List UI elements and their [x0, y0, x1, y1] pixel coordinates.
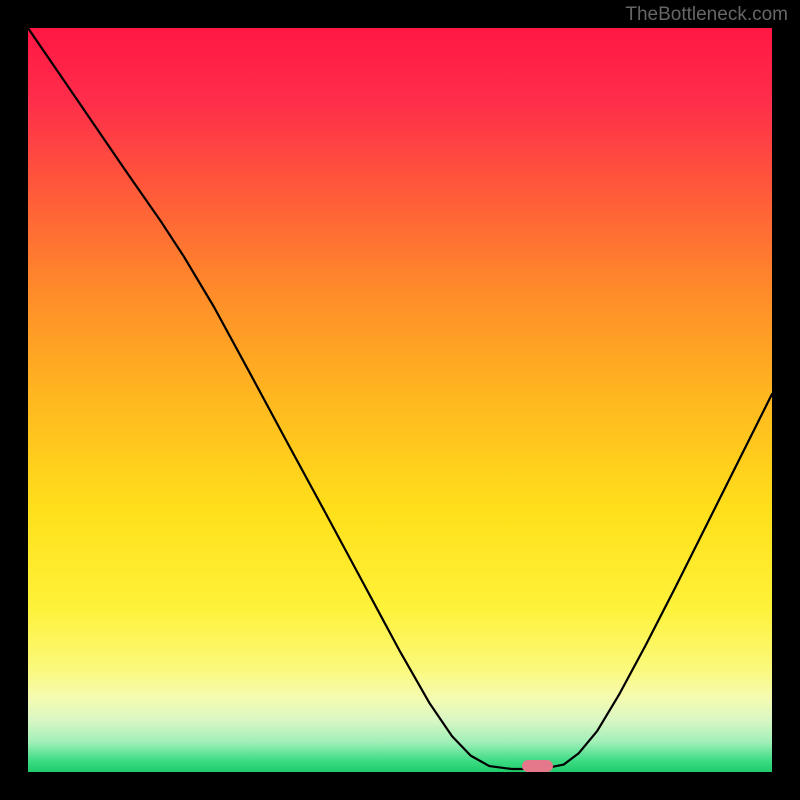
chart-container: TheBottleneck.com [0, 0, 800, 800]
plot-area [28, 28, 772, 772]
highlight-marker [522, 760, 553, 772]
curve-line [28, 28, 772, 772]
watermark-text: TheBottleneck.com [625, 4, 788, 26]
